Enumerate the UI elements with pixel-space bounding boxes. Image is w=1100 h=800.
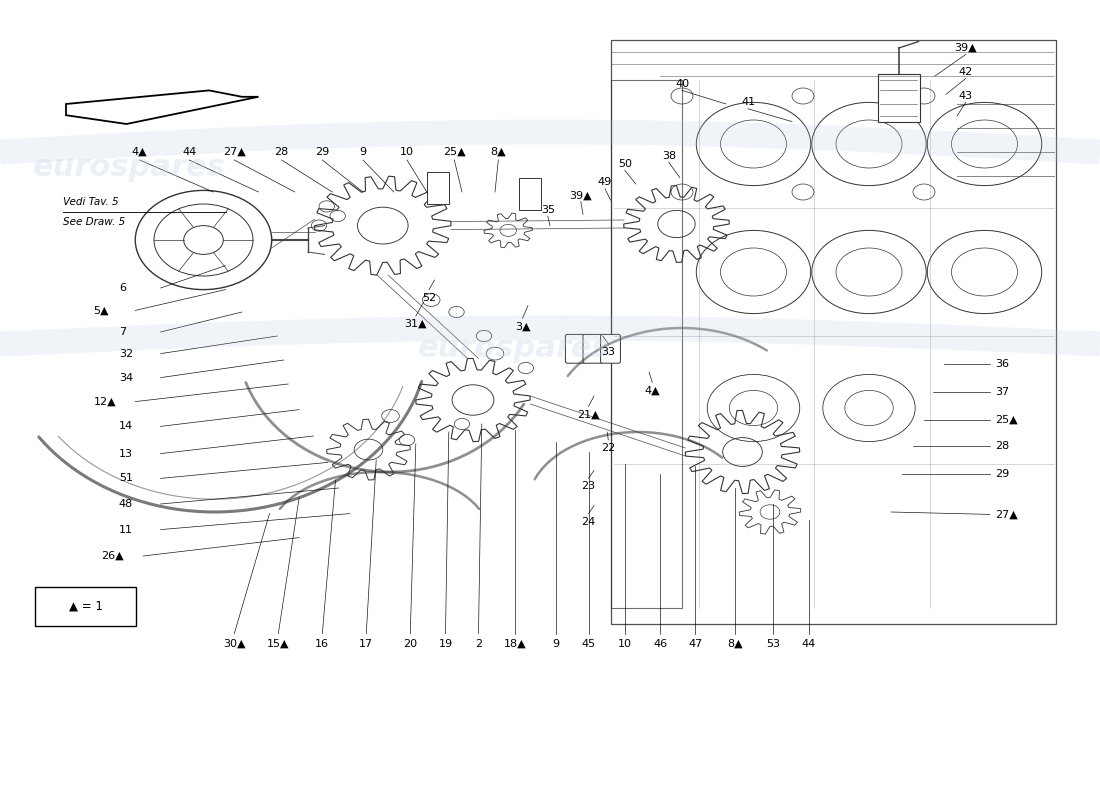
Text: 3▲: 3▲ (515, 322, 530, 331)
Text: 27▲: 27▲ (223, 147, 245, 157)
Text: 5▲: 5▲ (94, 306, 109, 315)
Text: 2: 2 (475, 639, 482, 649)
Text: 25▲: 25▲ (443, 147, 465, 157)
Text: 30▲: 30▲ (223, 639, 245, 649)
Text: 4▲: 4▲ (645, 386, 660, 395)
Text: 39▲: 39▲ (955, 43, 977, 53)
Bar (427, 172, 449, 204)
Text: 34: 34 (119, 373, 133, 382)
Text: Vedi Tav. 5: Vedi Tav. 5 (63, 198, 119, 207)
Bar (519, 178, 541, 210)
Text: 48: 48 (119, 499, 133, 509)
Text: 49: 49 (598, 178, 612, 187)
Text: 32: 32 (119, 349, 133, 358)
FancyBboxPatch shape (601, 334, 620, 363)
Text: 11: 11 (119, 525, 133, 534)
Text: 18▲: 18▲ (504, 639, 526, 649)
Text: 8▲: 8▲ (727, 639, 742, 649)
Text: 47: 47 (689, 639, 702, 649)
Text: 17: 17 (360, 639, 373, 649)
Text: 43: 43 (959, 91, 972, 101)
Text: 40: 40 (675, 79, 689, 89)
Text: 9: 9 (552, 639, 559, 649)
Text: 23: 23 (582, 482, 595, 491)
Text: 6: 6 (119, 283, 125, 293)
Text: 35: 35 (541, 205, 554, 214)
Text: 7: 7 (119, 327, 125, 337)
Text: 13: 13 (119, 449, 133, 458)
Text: 39▲: 39▲ (570, 190, 592, 200)
Text: ▲ = 1: ▲ = 1 (69, 600, 102, 613)
Text: 51: 51 (119, 474, 133, 483)
Text: 15▲: 15▲ (267, 639, 289, 649)
Text: 53: 53 (767, 639, 780, 649)
Bar (878, 74, 920, 122)
Text: 33: 33 (602, 347, 615, 357)
Text: 10: 10 (618, 639, 631, 649)
Text: 20: 20 (404, 639, 417, 649)
FancyBboxPatch shape (583, 334, 603, 363)
Text: 37: 37 (996, 387, 1010, 397)
Text: 4▲: 4▲ (132, 147, 147, 157)
Text: 31▲: 31▲ (405, 319, 427, 329)
Text: 21▲: 21▲ (578, 410, 600, 419)
Text: 46: 46 (653, 639, 667, 649)
Text: 27▲: 27▲ (996, 510, 1019, 519)
Text: 29: 29 (316, 147, 329, 157)
Text: 25▲: 25▲ (996, 415, 1019, 425)
Text: 10: 10 (400, 147, 414, 157)
Text: 24: 24 (582, 517, 595, 526)
Text: 44: 44 (183, 147, 196, 157)
Text: 22: 22 (602, 443, 615, 453)
Text: 8▲: 8▲ (491, 147, 506, 157)
Text: 28: 28 (275, 147, 288, 157)
Text: 19: 19 (439, 639, 452, 649)
Text: 12▲: 12▲ (94, 397, 117, 406)
Text: eurospares: eurospares (33, 154, 226, 182)
Text: 28: 28 (996, 442, 1010, 451)
Text: eurospares: eurospares (418, 334, 610, 362)
Text: 44: 44 (802, 639, 815, 649)
FancyBboxPatch shape (565, 334, 585, 363)
Text: 14: 14 (119, 422, 133, 431)
Text: 52: 52 (422, 293, 436, 302)
Text: 41: 41 (741, 98, 755, 107)
Bar (35, 587, 136, 626)
Text: See Draw. 5: See Draw. 5 (63, 217, 125, 226)
Text: 50: 50 (618, 159, 631, 169)
Text: 29: 29 (996, 469, 1010, 478)
Text: 42: 42 (959, 67, 972, 77)
Text: 16: 16 (316, 639, 329, 649)
Text: 36: 36 (996, 359, 1010, 369)
Text: 9: 9 (360, 147, 366, 157)
Text: 26▲: 26▲ (101, 551, 124, 561)
Text: 45: 45 (582, 639, 595, 649)
Text: 38: 38 (662, 151, 675, 161)
